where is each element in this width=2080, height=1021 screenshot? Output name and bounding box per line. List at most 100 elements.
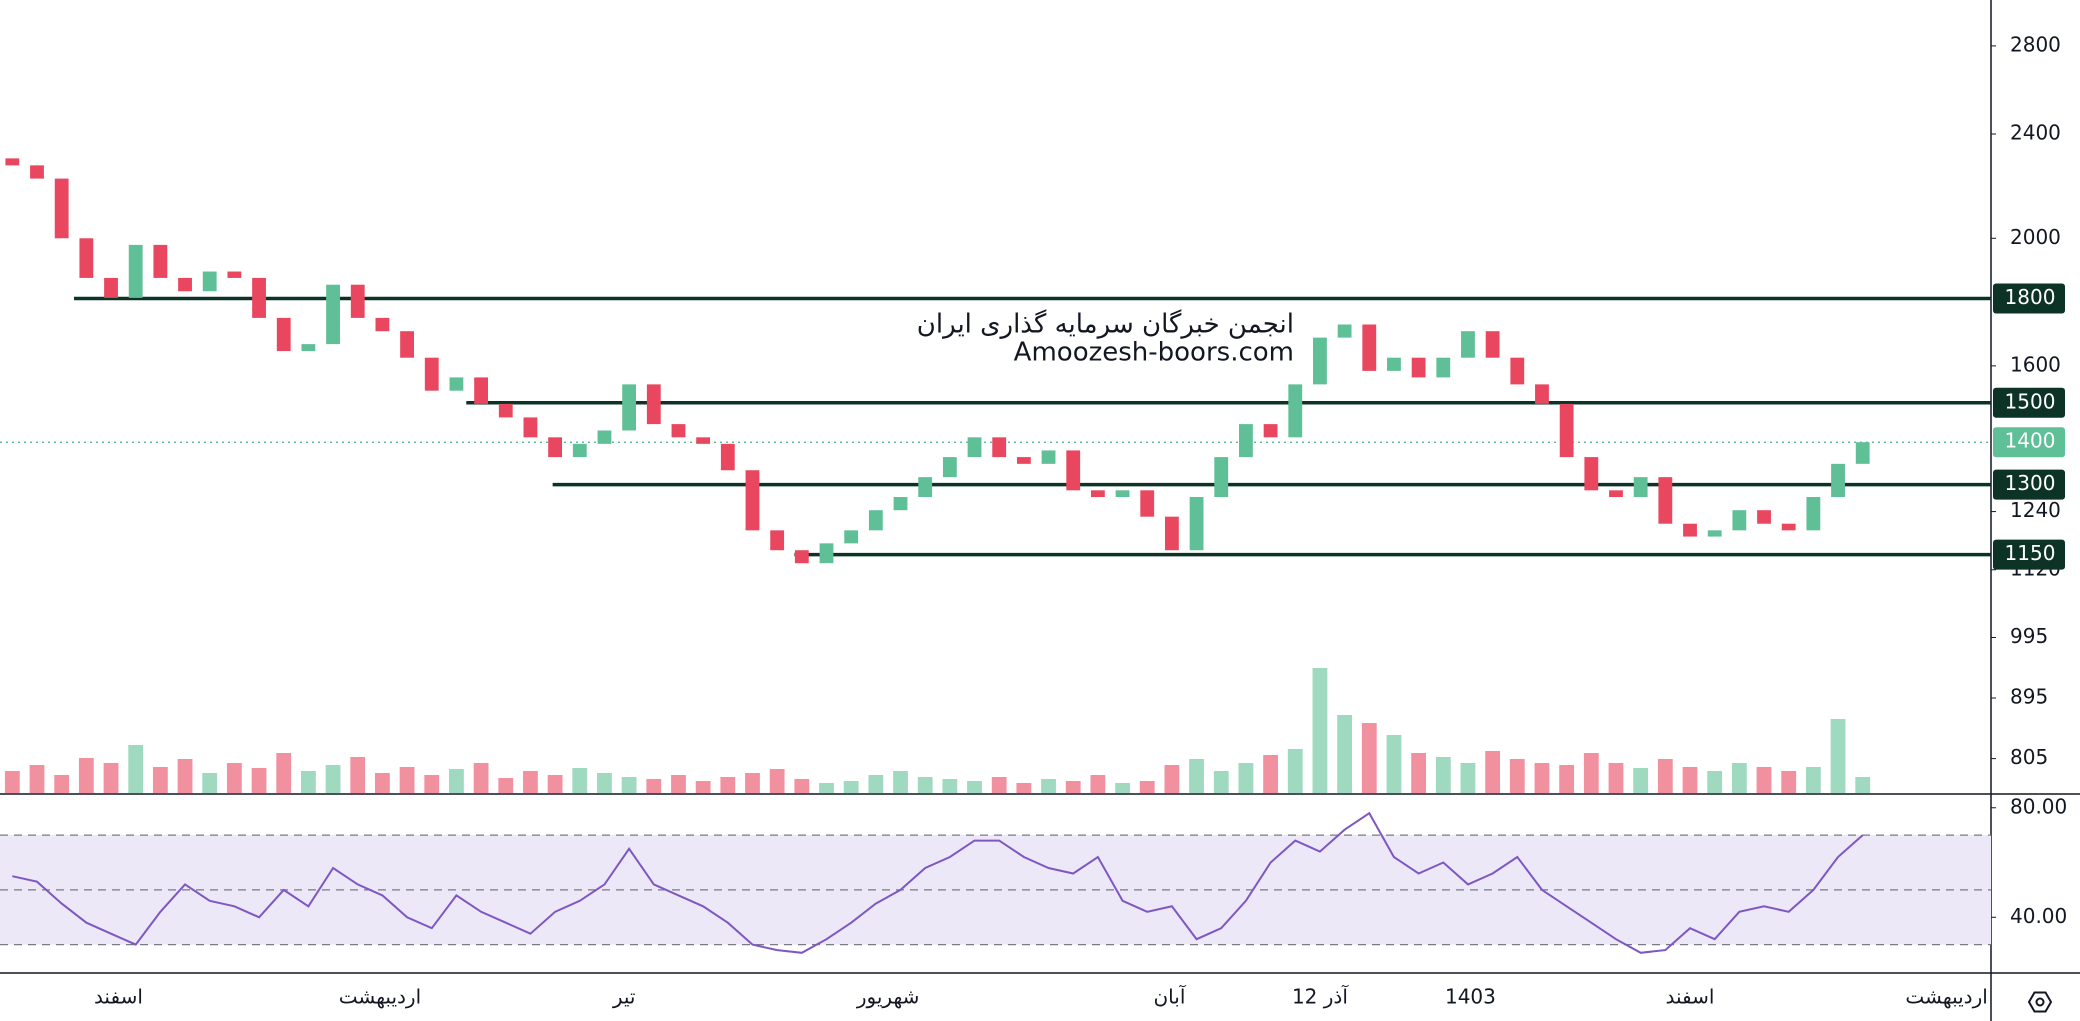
volume-bar	[621, 777, 637, 793]
candle	[178, 277, 192, 292]
candle	[794, 550, 809, 564]
candle	[1781, 523, 1796, 531]
volume-bar	[1238, 763, 1254, 793]
volume-bar	[572, 768, 588, 793]
volume-bar	[1855, 777, 1871, 793]
candle	[301, 344, 316, 352]
candle	[1016, 457, 1031, 464]
candle	[868, 510, 883, 531]
volume-bar	[868, 775, 884, 793]
x-tick-label: اسفند	[94, 985, 143, 1009]
x-tick-label: شهریور	[856, 985, 920, 1009]
volume-bar	[671, 775, 686, 793]
candle	[1683, 523, 1697, 537]
candle	[128, 244, 143, 298]
candle	[276, 317, 291, 352]
volume-bar	[819, 783, 834, 793]
candle	[1164, 516, 1179, 551]
candle	[671, 424, 686, 438]
y-tick-label: 805	[2010, 745, 2048, 769]
volume-bar	[78, 758, 94, 793]
x-tick-label: اسفند	[1666, 985, 1715, 1009]
volume-bar	[325, 765, 341, 793]
candle	[498, 403, 513, 418]
candle	[1633, 477, 1648, 498]
volume-bar	[1435, 757, 1451, 793]
volume-bar	[1361, 723, 1377, 793]
candles	[5, 158, 1870, 564]
candle	[400, 331, 414, 358]
settings-icon[interactable]	[2027, 991, 2053, 1013]
volume-bar	[1633, 768, 1649, 793]
candle	[1387, 357, 1401, 371]
volume-bar	[473, 763, 489, 793]
volume-bar	[1386, 735, 1402, 793]
volume-bar	[1263, 755, 1278, 793]
candle	[350, 284, 365, 318]
volume-bar	[1707, 771, 1723, 793]
candle	[1115, 490, 1130, 498]
y-tick-label: 2000	[2010, 225, 2061, 249]
volume-bar	[991, 777, 1007, 793]
candle	[1189, 497, 1204, 551]
candle	[1609, 490, 1623, 498]
candle	[1411, 357, 1426, 378]
volume-bar	[695, 781, 711, 793]
candle	[696, 437, 711, 444]
volume-bar	[1805, 767, 1821, 793]
rsi-line	[12, 811, 1864, 954]
candle	[79, 238, 94, 278]
volume-bar	[1189, 759, 1204, 793]
candle	[770, 530, 785, 551]
x-tick-label: اردیبهشت	[339, 985, 421, 1009]
candle	[597, 430, 612, 444]
volume-bar	[794, 779, 810, 793]
volume-bar	[4, 771, 20, 793]
volume-bar	[1337, 715, 1353, 793]
x-tick-label: آبان	[1153, 984, 1186, 1009]
y-tick-label: 1240	[2010, 498, 2061, 522]
volume-bar	[1115, 783, 1130, 793]
candle	[1288, 384, 1303, 438]
volume-bar	[399, 767, 415, 793]
candle	[424, 357, 439, 391]
volume-bar	[1657, 759, 1673, 793]
x-tick-label: 12 آذر	[1292, 984, 1349, 1009]
candle	[104, 277, 118, 298]
volume-bar	[1016, 783, 1032, 793]
candle	[1510, 357, 1525, 385]
y-tick-label: 2800	[2010, 32, 2061, 56]
x-tick-label: اردیبهشت	[1905, 985, 1987, 1009]
candle	[1337, 324, 1352, 338]
volume-bar	[276, 753, 292, 793]
volume-bar	[1485, 751, 1501, 793]
candle	[646, 384, 661, 425]
candle	[153, 244, 168, 278]
y-tick-label: 2400	[2010, 121, 2061, 145]
candle	[1535, 384, 1549, 404]
candle	[1090, 490, 1105, 498]
candle	[992, 437, 1007, 458]
volume-bar	[251, 768, 267, 793]
volume-bar	[424, 775, 440, 793]
volume-bar	[745, 773, 760, 793]
volume-bar	[1065, 781, 1081, 793]
rsi-tick-label: 40.00	[2010, 904, 2067, 928]
candle	[745, 470, 760, 531]
volume-bar	[54, 775, 70, 793]
candle	[375, 317, 390, 332]
volume-bar	[843, 781, 859, 793]
volume-bar	[1460, 763, 1476, 793]
volume-bar	[769, 769, 785, 793]
candle	[893, 497, 908, 511]
volume-bar	[1583, 753, 1599, 793]
candle	[1658, 477, 1673, 524]
watermark: Amoozesh-boors.com	[1014, 338, 1294, 368]
volume-bar	[597, 773, 612, 793]
candle	[1313, 337, 1327, 385]
volume-bar	[128, 745, 144, 793]
candle	[54, 178, 69, 239]
volume-bar	[1411, 753, 1427, 793]
